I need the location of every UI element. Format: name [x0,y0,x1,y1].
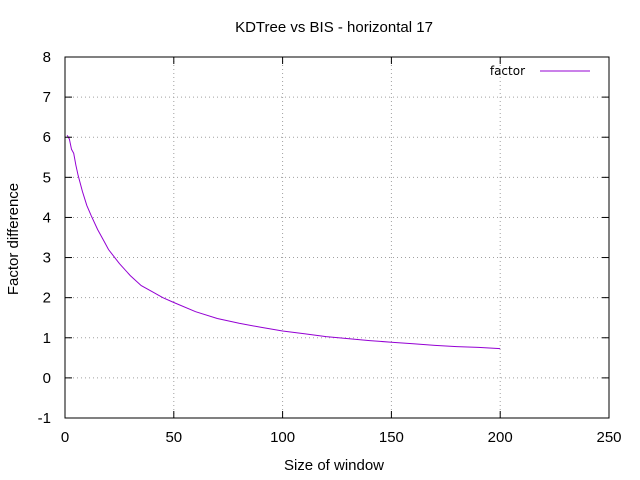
legend-label: factor [490,64,525,78]
series-layer [66,134,501,350]
y-tick-label: 2 [43,290,51,307]
x-tick-label: 50 [165,429,182,446]
y-tick-label: 5 [43,169,51,186]
y-tick-label: -1 [38,410,51,427]
x-tick-label: 250 [596,429,621,446]
y-tick-label: 8 [43,49,51,66]
plot-border [64,56,610,419]
x-tick-label: 200 [488,429,513,446]
x-tick-label: 100 [270,429,295,446]
x-tick-label: 0 [61,429,69,446]
x-tick-label: 150 [379,429,404,446]
y-tick-label: 4 [43,209,51,226]
legend: factor [490,64,590,78]
ticks: -1 0 1 2 3 4 5 6 7 8 0 50 100 150 200 250 [38,49,622,446]
series-line-factor [66,134,501,350]
y-axis-label: Factor difference [5,183,22,295]
y-tick-label: 1 [43,330,51,347]
y-tick-label: 0 [43,370,51,387]
y-tick-label: 3 [43,250,51,267]
y-tick-label: 6 [43,129,51,146]
chart-title: KDTree vs BIS - horizontal 17 [235,19,433,36]
y-tick-label: 7 [43,89,51,106]
x-axis-label: Size of window [284,457,384,474]
